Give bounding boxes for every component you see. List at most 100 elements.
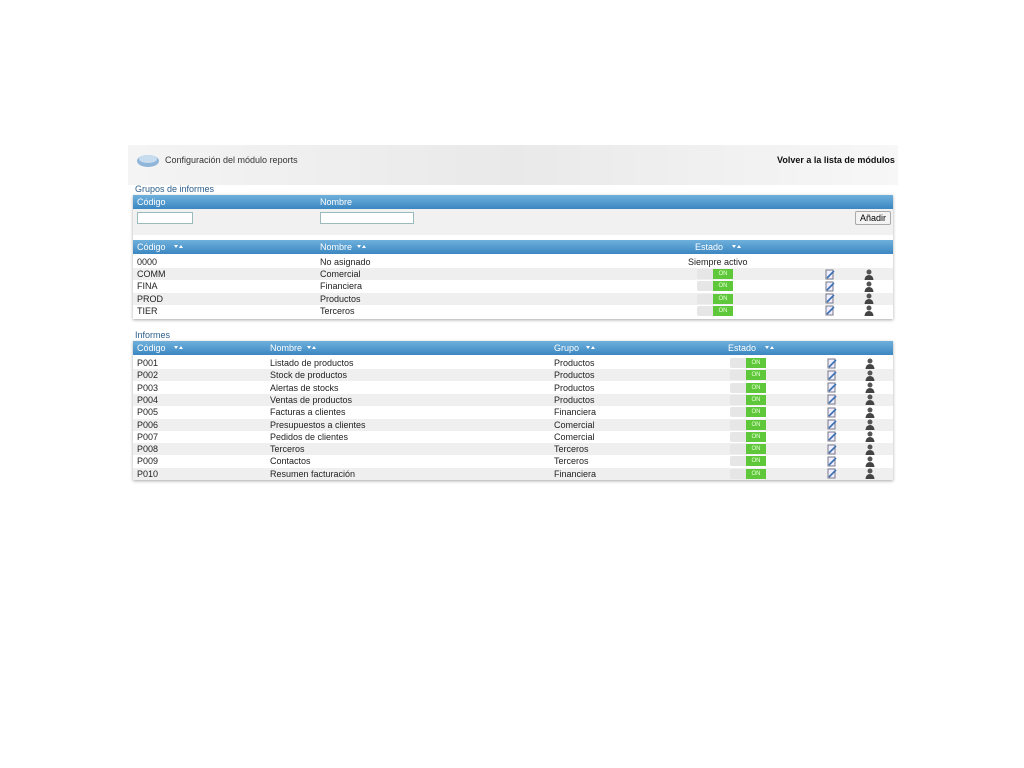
name-input[interactable] — [320, 212, 414, 224]
permissions-icon[interactable] — [864, 269, 874, 280]
permissions-icon[interactable] — [865, 382, 875, 394]
status-toggle[interactable]: ON — [697, 281, 733, 292]
toggle-label: ON — [713, 305, 733, 316]
form-row — [133, 209, 893, 235]
toggle-label: ON — [746, 407, 766, 418]
cell-group: Productos — [554, 394, 595, 405]
status-toggle[interactable]: ON — [730, 370, 766, 381]
status-toggle[interactable]: ON — [730, 419, 766, 430]
column-header[interactable]: Código — [137, 343, 166, 353]
edit-icon[interactable] — [827, 358, 837, 369]
status-toggle[interactable]: ON — [730, 468, 766, 479]
edit-icon[interactable] — [827, 407, 837, 418]
column-header[interactable]: Nombre — [270, 343, 303, 353]
permissions-icon[interactable] — [865, 419, 875, 430]
cell-name: Productos — [320, 293, 361, 304]
status-toggle[interactable]: ON — [697, 269, 733, 280]
edit-icon[interactable] — [825, 269, 835, 280]
edit-icon[interactable] — [827, 370, 837, 381]
sort-arrows[interactable] — [174, 244, 184, 250]
cell-code: TIER — [137, 305, 158, 316]
table-row — [133, 305, 893, 317]
table-row — [133, 268, 893, 281]
reports-panel — [133, 341, 893, 480]
permissions-icon[interactable] — [865, 431, 875, 443]
cell-code: 0000 — [137, 257, 158, 267]
cell-name: Terceros — [270, 444, 305, 455]
back-link[interactable]: Volver a la lista de módulos — [777, 155, 895, 165]
edit-icon[interactable] — [825, 281, 835, 292]
permissions-icon[interactable] — [865, 358, 875, 369]
column-header: Nombre — [320, 197, 353, 207]
cell-name: Facturas a clientes — [270, 407, 346, 418]
permissions-icon[interactable] — [864, 281, 874, 292]
cell-name: Presupuestos a clientes — [270, 419, 366, 430]
toggle-label: ON — [746, 444, 766, 455]
status-toggle[interactable]: ON — [730, 382, 766, 393]
permissions-icon[interactable] — [865, 407, 875, 418]
cell-name: Financiera — [320, 281, 363, 292]
cell-code: P002 — [137, 370, 159, 381]
column-header[interactable]: Grupo — [554, 343, 580, 353]
code-input[interactable] — [137, 212, 193, 224]
sort-arrows[interactable] — [586, 345, 596, 351]
edit-icon[interactable] — [827, 468, 837, 479]
edit-icon[interactable] — [827, 419, 837, 430]
cell-group: Terceros — [554, 456, 589, 467]
cell-code: COMM — [137, 269, 166, 280]
edit-icon[interactable] — [827, 456, 837, 467]
cell-name: Listado de productos — [270, 358, 354, 368]
status-toggle[interactable]: ON — [730, 407, 766, 418]
cell-code: P003 — [137, 382, 159, 393]
cell-name: Alertas de stocks — [270, 382, 339, 393]
sort-arrows[interactable] — [765, 345, 775, 351]
status-toggle[interactable]: ON — [730, 358, 766, 368]
table-row — [133, 357, 893, 369]
column-header[interactable]: Nombre — [320, 242, 353, 252]
page-title: Configuración del módulo reports — [165, 155, 298, 165]
column-header[interactable]: Código — [137, 242, 166, 252]
toggle-label: ON — [746, 419, 766, 430]
table-row — [133, 455, 893, 467]
permissions-icon[interactable] — [865, 444, 875, 455]
column-header[interactable]: Estado — [728, 343, 757, 353]
cell-name: Pedidos de clientes — [270, 431, 349, 442]
edit-icon[interactable] — [827, 382, 837, 393]
edit-icon[interactable] — [825, 305, 835, 316]
cell-code: P008 — [137, 444, 159, 455]
cell-code: P005 — [137, 407, 159, 418]
status-toggle[interactable]: ON — [697, 293, 733, 304]
cell-group: Productos — [554, 358, 595, 368]
status-toggle[interactable]: ON — [730, 431, 766, 442]
column-header[interactable]: Estado — [695, 242, 724, 252]
permissions-icon[interactable] — [865, 394, 875, 406]
status-toggle[interactable]: ON — [730, 456, 766, 467]
permissions-icon[interactable] — [865, 456, 875, 467]
cell-code: P009 — [137, 456, 159, 467]
permissions-icon[interactable] — [865, 370, 875, 381]
cell-code: P004 — [137, 394, 159, 405]
table-row — [133, 382, 893, 394]
sort-arrows[interactable] — [732, 244, 742, 250]
add-button[interactable]: Añadir — [855, 211, 892, 225]
status-toggle[interactable]: ON — [697, 305, 733, 316]
cell-name: Terceros — [320, 305, 355, 316]
cell-code: P007 — [137, 431, 159, 442]
edit-icon[interactable] — [825, 293, 835, 304]
cell-group: Productos — [554, 370, 595, 381]
permissions-icon[interactable] — [865, 468, 875, 480]
table-row — [133, 393, 893, 406]
edit-icon[interactable] — [827, 444, 837, 455]
sort-arrows[interactable] — [174, 345, 184, 351]
sort-arrows[interactable] — [307, 345, 317, 351]
cell-code: FINA — [137, 281, 158, 292]
sort-arrows[interactable] — [357, 244, 367, 250]
edit-icon[interactable] — [827, 431, 837, 442]
cell-code: P001 — [137, 358, 159, 368]
permissions-icon[interactable] — [864, 293, 874, 305]
status-toggle[interactable]: ON — [730, 444, 766, 455]
edit-icon[interactable] — [827, 394, 837, 405]
permissions-icon[interactable] — [864, 305, 874, 317]
status-toggle[interactable]: ON — [730, 394, 766, 405]
toggle-label: ON — [746, 382, 766, 393]
